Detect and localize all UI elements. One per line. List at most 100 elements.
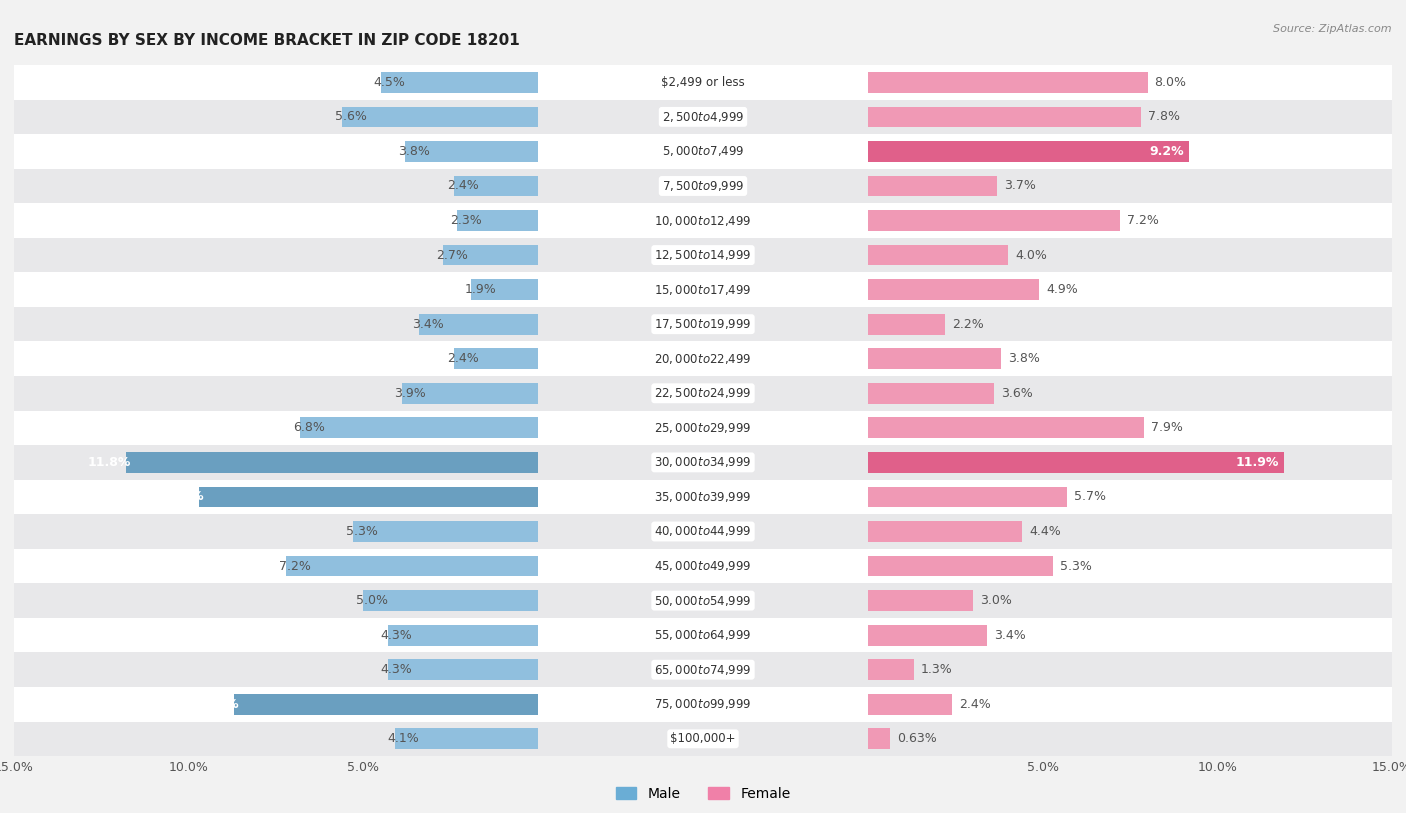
Bar: [402, 383, 537, 404]
Text: 3.8%: 3.8%: [398, 145, 430, 158]
Bar: [454, 349, 537, 369]
Text: 2.2%: 2.2%: [952, 318, 984, 331]
Legend: Male, Female: Male, Female: [610, 781, 796, 806]
Bar: [0, 341, 1406, 376]
Text: 3.4%: 3.4%: [412, 318, 444, 331]
Text: 7.2%: 7.2%: [1126, 214, 1159, 227]
Bar: [419, 314, 537, 335]
Bar: [0, 203, 1406, 237]
Bar: [869, 521, 1022, 541]
Text: 5.7%: 5.7%: [1074, 490, 1107, 503]
Bar: [0, 515, 1406, 549]
Text: $22,500 to $24,999: $22,500 to $24,999: [654, 386, 752, 400]
Bar: [342, 107, 537, 127]
Bar: [0, 99, 1406, 134]
Text: 9.2%: 9.2%: [1150, 145, 1184, 158]
Text: 4.3%: 4.3%: [381, 663, 412, 676]
Text: 8.0%: 8.0%: [1154, 76, 1187, 89]
Bar: [0, 515, 1406, 549]
Bar: [381, 72, 537, 93]
Text: $65,000 to $74,999: $65,000 to $74,999: [654, 663, 752, 676]
Bar: [0, 722, 1406, 756]
Bar: [0, 411, 1406, 446]
Bar: [0, 687, 1406, 722]
Bar: [869, 176, 997, 197]
Text: 2.7%: 2.7%: [436, 249, 468, 262]
Bar: [869, 418, 1144, 438]
Text: $12,500 to $14,999: $12,500 to $14,999: [654, 248, 752, 262]
Text: 4.1%: 4.1%: [388, 733, 419, 746]
Bar: [0, 237, 1406, 272]
Text: Source: ZipAtlas.com: Source: ZipAtlas.com: [1274, 24, 1392, 34]
Text: $50,000 to $54,999: $50,000 to $54,999: [654, 593, 752, 607]
Bar: [0, 203, 1406, 237]
Bar: [0, 687, 1406, 722]
Bar: [200, 486, 537, 507]
Bar: [0, 134, 1406, 169]
Bar: [353, 521, 537, 541]
Text: 5.6%: 5.6%: [335, 111, 367, 124]
Bar: [869, 659, 914, 680]
Text: 7.8%: 7.8%: [1147, 111, 1180, 124]
Text: 4.5%: 4.5%: [374, 76, 405, 89]
Bar: [301, 418, 537, 438]
Bar: [443, 245, 537, 265]
Text: $100,000+: $100,000+: [671, 733, 735, 746]
Bar: [0, 341, 1406, 376]
Bar: [0, 722, 1406, 756]
Bar: [869, 452, 1284, 473]
Bar: [405, 141, 537, 162]
Bar: [287, 556, 537, 576]
Text: 5.0%: 5.0%: [356, 594, 388, 607]
Text: 5.3%: 5.3%: [346, 525, 378, 538]
Text: $7,500 to $9,999: $7,500 to $9,999: [662, 179, 744, 193]
Bar: [457, 211, 537, 231]
Bar: [363, 590, 537, 611]
Text: $17,500 to $19,999: $17,500 to $19,999: [654, 317, 752, 331]
Bar: [869, 107, 1140, 127]
Text: 3.8%: 3.8%: [1008, 352, 1040, 365]
Text: 11.9%: 11.9%: [1234, 456, 1278, 469]
Text: 1.9%: 1.9%: [464, 283, 496, 296]
Text: 3.0%: 3.0%: [980, 594, 1012, 607]
Text: $35,000 to $39,999: $35,000 to $39,999: [654, 490, 752, 504]
Bar: [395, 728, 537, 750]
Text: 2.3%: 2.3%: [450, 214, 482, 227]
Bar: [0, 307, 1406, 341]
Bar: [0, 341, 1406, 376]
Bar: [0, 515, 1406, 549]
Text: $40,000 to $44,999: $40,000 to $44,999: [654, 524, 752, 538]
Bar: [0, 169, 1406, 203]
Bar: [0, 722, 1406, 756]
Bar: [0, 411, 1406, 446]
Bar: [869, 728, 890, 750]
Text: 7.2%: 7.2%: [280, 559, 311, 572]
Text: 0.63%: 0.63%: [897, 733, 936, 746]
Text: 4.4%: 4.4%: [1029, 525, 1060, 538]
Bar: [0, 99, 1406, 134]
Bar: [0, 65, 1406, 99]
Text: 2.4%: 2.4%: [447, 352, 478, 365]
Bar: [869, 694, 952, 715]
Bar: [0, 376, 1406, 411]
Text: $55,000 to $64,999: $55,000 to $64,999: [654, 628, 752, 642]
Bar: [869, 280, 1039, 300]
Bar: [0, 237, 1406, 272]
Text: $20,000 to $22,499: $20,000 to $22,499: [654, 352, 752, 366]
Bar: [0, 480, 1406, 515]
Bar: [388, 624, 537, 646]
Text: $45,000 to $49,999: $45,000 to $49,999: [654, 559, 752, 573]
Bar: [869, 486, 1067, 507]
Bar: [0, 134, 1406, 169]
Text: $15,000 to $17,499: $15,000 to $17,499: [654, 283, 752, 297]
Text: 11.8%: 11.8%: [87, 456, 131, 469]
Bar: [0, 584, 1406, 618]
Text: 8.7%: 8.7%: [205, 698, 239, 711]
Text: 2.4%: 2.4%: [959, 698, 991, 711]
Bar: [0, 134, 1406, 169]
Text: 3.6%: 3.6%: [1001, 387, 1033, 400]
Text: 3.4%: 3.4%: [994, 628, 1026, 641]
Bar: [454, 176, 537, 197]
Text: 7.9%: 7.9%: [1152, 421, 1182, 434]
Text: 6.8%: 6.8%: [294, 421, 325, 434]
